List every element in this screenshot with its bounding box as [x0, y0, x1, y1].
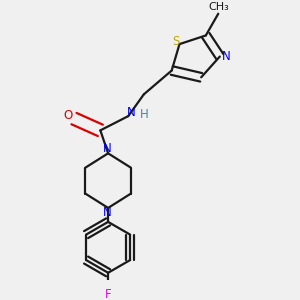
Text: N: N	[103, 206, 112, 219]
Text: O: O	[64, 109, 73, 122]
Text: S: S	[172, 35, 179, 48]
Text: F: F	[105, 288, 111, 300]
Text: N: N	[103, 142, 112, 155]
Text: N: N	[222, 50, 231, 63]
Text: CH₃: CH₃	[209, 2, 230, 12]
Text: H: H	[140, 108, 148, 121]
Text: N: N	[127, 106, 136, 119]
